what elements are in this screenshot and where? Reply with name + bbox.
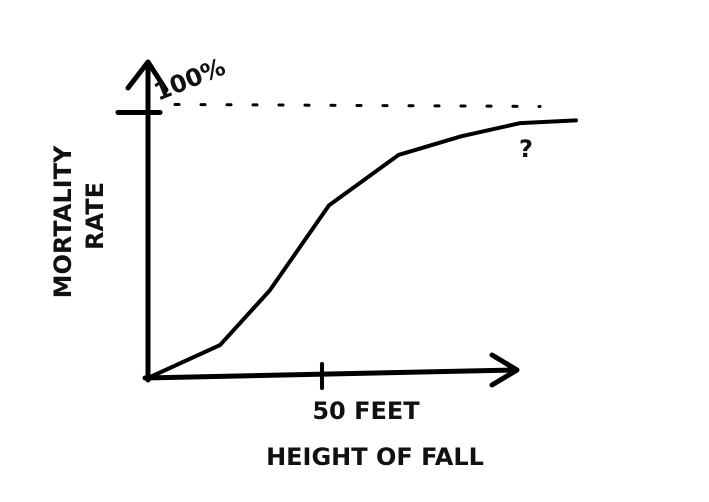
- x-label: HEIGHT OF FALL: [266, 443, 484, 471]
- y-tick-label: 100%: [150, 53, 229, 107]
- y-label: RATE: [81, 182, 109, 250]
- x-axis: [142, 352, 520, 388]
- x-tick-label: 50 FEET: [312, 397, 420, 425]
- grid-line: [173, 102, 542, 108]
- line: [146, 118, 578, 380]
- annotation: ?: [519, 135, 533, 163]
- y-axis: [125, 59, 169, 383]
- y-label: MORTALITY: [49, 145, 77, 298]
